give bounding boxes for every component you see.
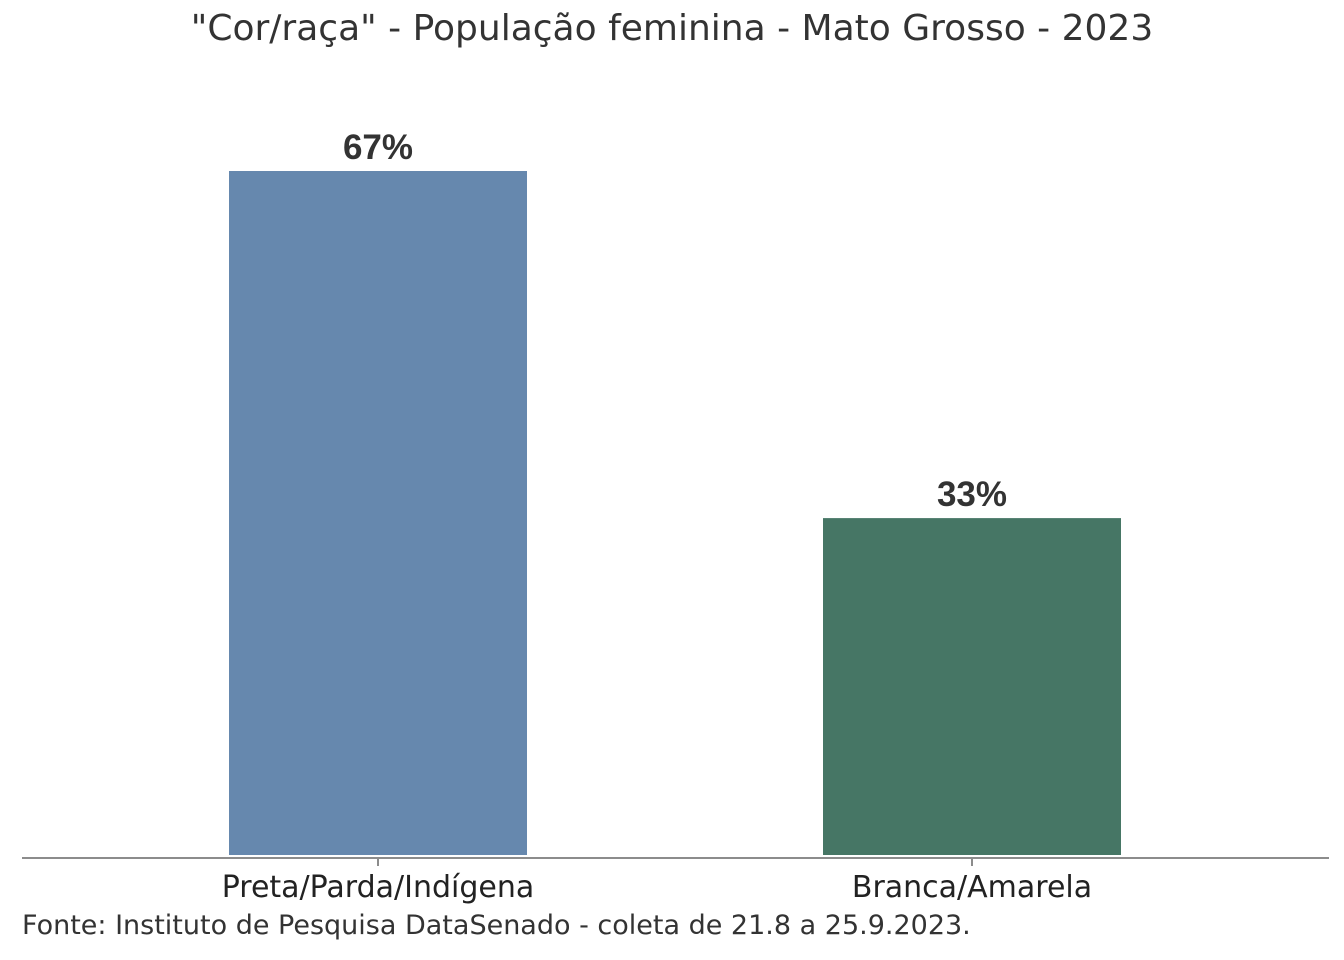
x-axis-tick-labels: Preta/Parda/Indígena Branca/Amarela <box>222 870 1092 905</box>
x-tick-label-1: Preta/Parda/Indígena <box>222 870 535 905</box>
data-label-2: 33% <box>937 475 1007 514</box>
x-tick-label-2: Branca/Amarela <box>852 870 1092 905</box>
data-labels-layer: 67% 33% <box>343 128 1007 514</box>
x-axis-ticks <box>377 858 973 866</box>
chart-title: "Cor/raça" - População feminina - Mato G… <box>190 8 1154 49</box>
bar-2 <box>823 518 1121 855</box>
data-label-1: 67% <box>343 128 413 167</box>
bar-1 <box>229 171 527 855</box>
source-note: Fonte: Instituto de Pesquisa DataSenado … <box>22 910 971 941</box>
bars-layer <box>229 171 1121 855</box>
